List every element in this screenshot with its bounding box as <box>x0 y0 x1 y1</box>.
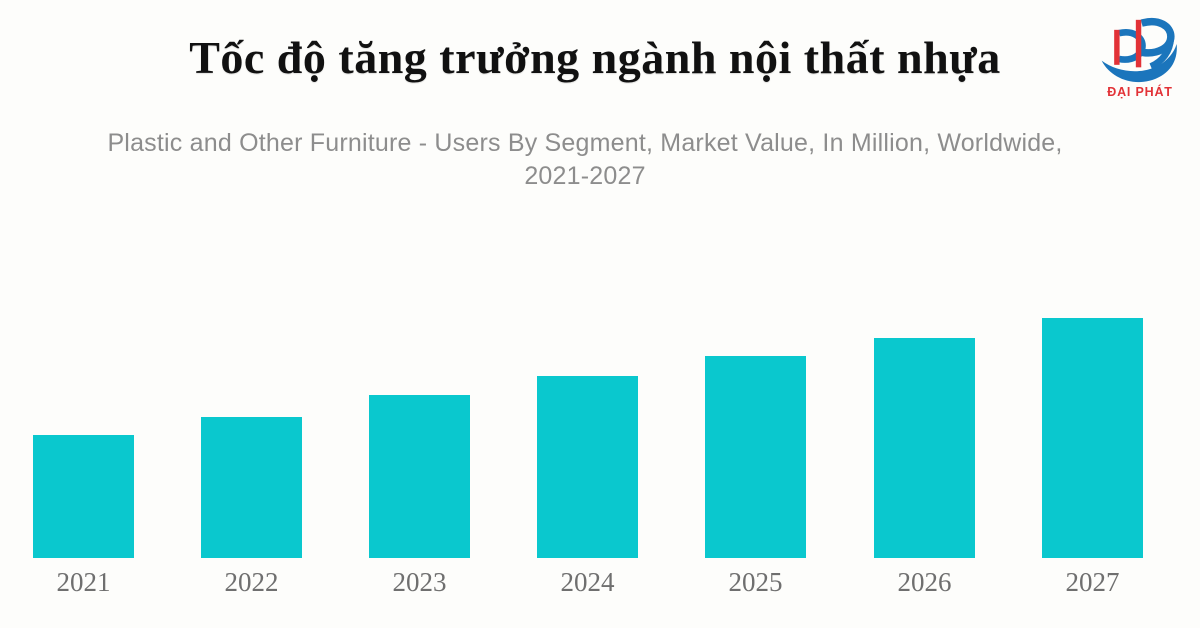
bar-group-2026: 2026 <box>874 0 975 628</box>
dai-phat-logo: ĐẠI PHÁT <box>1090 14 1190 99</box>
x-axis-label-2027: 2027 <box>1065 567 1120 597</box>
logo-wordmark: ĐẠI PHÁT <box>1107 85 1173 99</box>
page-title: Tốc độ tăng trưởng ngành nội thất nhựa <box>189 32 1001 83</box>
bar-2025 <box>705 356 806 558</box>
bar-2023 <box>369 395 470 558</box>
bar-group-2025: 2025 <box>705 0 806 628</box>
bar-2027 <box>1042 318 1143 558</box>
chart-subtitle-line2: 2021-2027 <box>524 162 646 190</box>
dp-monogram-icon <box>1101 17 1177 83</box>
bar-2022 <box>201 417 302 558</box>
x-axis-label-2022: 2022 <box>224 567 279 597</box>
x-axis-label-2021: 2021 <box>56 567 111 597</box>
bar-group-2024: 2024 <box>537 0 638 628</box>
bar-group-2021: 2021 <box>33 0 134 628</box>
chart-subtitle-line1: Plastic and Other Furniture - Users By S… <box>107 129 1063 157</box>
bar-group-2023: 2023 <box>369 0 470 628</box>
bar-group-2022: 2022 <box>201 0 302 628</box>
x-axis-label-2023: 2023 <box>392 567 447 597</box>
bar-group-2027: 2027 <box>1042 0 1143 628</box>
bar-2021 <box>33 435 134 558</box>
x-axis-label-2024: 2024 <box>560 567 615 597</box>
bar-2026 <box>874 338 975 558</box>
x-axis-label-2025: 2025 <box>728 567 783 597</box>
chart-subtitle: Plastic and Other Furniture - Users By S… <box>25 127 1145 193</box>
x-axis-label-2026: 2026 <box>897 567 952 597</box>
bar-2024 <box>537 376 638 558</box>
